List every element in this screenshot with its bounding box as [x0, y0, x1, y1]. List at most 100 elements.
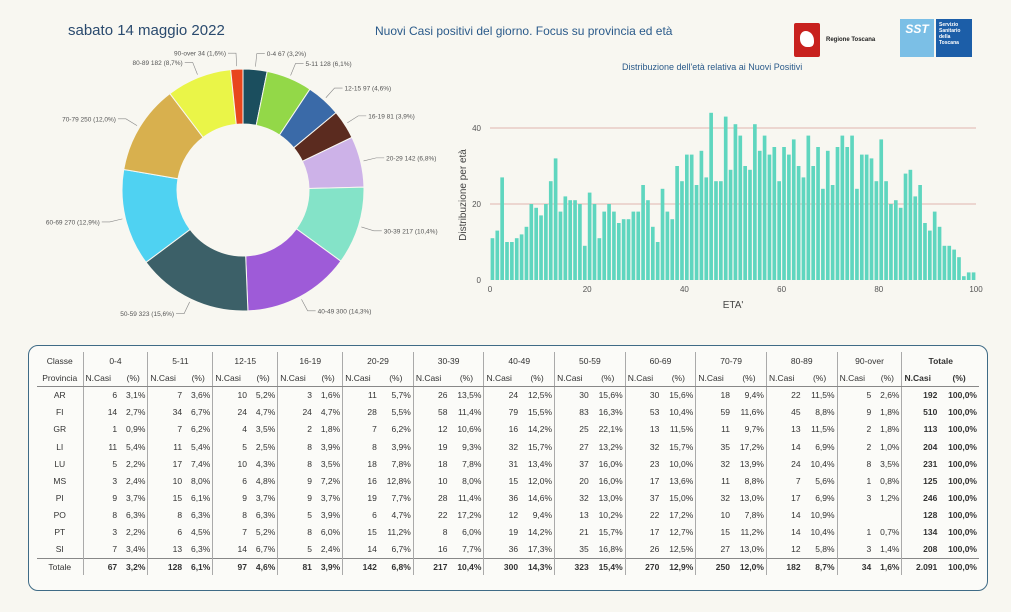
pct-cell: 13,6%: [669, 475, 694, 486]
age-group-header: 60-69: [624, 352, 696, 370]
pct-cell: 10,2%: [598, 510, 623, 521]
histogram-bar: [704, 177, 709, 280]
ncasi-cell: 4: [212, 420, 249, 438]
pct-cell: 7,8%: [744, 510, 764, 521]
pct-cell: 1,8%: [880, 424, 900, 435]
table-row: MS 3 2,4% 10 8,0% 6 4,8% 9 7,2% 16 12,8% 10 8,0% 15 12…: [37, 472, 979, 490]
ncasi-cell: 28: [412, 489, 450, 507]
table-row: PI 9 3,7% 15 6,1% 9 3,7% 9 3,7% 19 7,7% 28 11,4% 36 14…: [37, 489, 979, 507]
pct-cell: 10,4%: [810, 527, 835, 538]
ncasi-cell: 11: [342, 386, 379, 404]
ncasi-cell: 5: [836, 386, 874, 404]
pct-cell: 3,4%: [126, 544, 146, 555]
pct-header: (%): [520, 369, 555, 387]
histogram-bar: [660, 188, 665, 280]
pct-cell: 5,5%: [391, 407, 411, 418]
histogram-bar: [889, 204, 893, 280]
ncasi-header: N.Casi: [765, 369, 803, 387]
pct-cell: 6,3%: [126, 510, 146, 521]
pct-cell: 6,7%: [391, 544, 411, 555]
pct-cell: 9,7%: [744, 424, 764, 435]
histogram-bar: [738, 135, 743, 280]
pct-cell: 100,0%: [948, 441, 977, 452]
ncasi-cell: 10: [212, 455, 249, 473]
pct-cell: 14,2%: [527, 527, 553, 538]
ncasi-cell: 24: [212, 403, 249, 421]
pct-cell: 8,0%: [190, 475, 211, 486]
ncasi-cell: 8: [147, 506, 185, 524]
pct-cell: 1,0%: [880, 441, 900, 452]
pct-cell: 5,6%: [815, 475, 835, 486]
histogram-bar: [602, 211, 607, 280]
histogram-bar: [641, 185, 645, 280]
age-group-header: 50-59: [554, 352, 626, 370]
pct-cell: 100,0%: [948, 544, 977, 555]
pct-cell: 1,8%: [320, 424, 341, 435]
ncasi-cell: 24: [483, 386, 521, 404]
histogram-bar: [932, 211, 937, 280]
ncasi-cell: 27: [695, 541, 732, 559]
histogram-bar: [801, 177, 806, 280]
histogram-bar: [524, 226, 529, 280]
ncasi-cell: 128: [147, 557, 185, 576]
histogram-bar: [568, 200, 573, 280]
histogram-bar: [631, 211, 636, 280]
ncasi-cell: 208: [901, 541, 940, 559]
pct-cell: 11,4%: [457, 493, 482, 504]
pct-cell: 6,7%: [190, 407, 211, 418]
pct-cell: 10,4%: [449, 557, 484, 576]
ncasi-cell: [836, 506, 874, 524]
ncasi-cell: 37: [554, 455, 591, 473]
pct-header: (%): [939, 369, 979, 387]
histogram-x-tick: 80: [874, 285, 883, 294]
histogram-bar: [650, 226, 655, 280]
ncasi-cell: 83: [554, 403, 591, 421]
ncasi-cell: 6: [342, 506, 379, 524]
pct-cell: 15,7%: [669, 441, 694, 452]
histogram-bar: [772, 147, 777, 280]
ncasi-cell: 59: [695, 403, 732, 421]
ncasi-cell: 13: [765, 420, 803, 438]
ncasi-header: N.Casi: [277, 369, 314, 387]
histogram-y-tick: 0: [477, 276, 482, 285]
ncasi-cell: 21: [554, 523, 591, 542]
histogram-bar: [689, 154, 694, 280]
donut-slice-label: 50-59 323 (15,6%): [120, 311, 174, 318]
histogram-bar: [573, 200, 577, 280]
ncasi-cell: 2: [836, 420, 874, 438]
donut-slice-label: 16-19 81 (3,9%): [368, 113, 415, 120]
ncasi-cell: 37: [624, 489, 662, 507]
histogram-x-tick: 40: [680, 285, 689, 294]
histogram-bar: [923, 223, 927, 280]
histogram-bar: [490, 238, 495, 280]
ncasi-cell: 8: [836, 455, 874, 473]
table-group-header-row: Classe 0-4 5-11 12-15 16-19 20-29 30-39 40-49 50…: [37, 352, 979, 370]
donut-leader-line: [361, 226, 382, 232]
ncasi-cell: 30: [554, 386, 591, 404]
ncasi-cell: 11: [695, 472, 732, 490]
pct-cell: 13,4%: [527, 458, 553, 469]
donut-leader-line: [347, 115, 367, 124]
histogram-bar: [757, 150, 762, 280]
pct-cell: 14,2%: [527, 424, 553, 435]
ncasi-cell: 81: [277, 557, 314, 576]
age-group-header: Totale: [901, 352, 979, 370]
pct-cell: 3,5%: [255, 424, 276, 435]
histogram-bar: [957, 257, 961, 280]
pct-cell: 3,5%: [320, 458, 341, 469]
histogram-bar: [850, 135, 854, 280]
donut-slice-label: 12-15 97 (4,6%): [345, 86, 392, 93]
histogram-bar: [913, 196, 918, 280]
age-group-header: 40-49: [483, 352, 555, 370]
pct-cell: 16,0%: [598, 458, 623, 469]
pct-cell: 10,4%: [810, 458, 835, 469]
table-row: AR 6 3,1% 7 3,6% 10 5,2% 3 1,6% 11 5,7% 26 13,5% 24 12…: [37, 386, 979, 404]
pct-cell: 8,7%: [802, 557, 838, 576]
province-cell: PO: [53, 510, 66, 521]
ncasi-cell: 3: [277, 386, 314, 404]
provincia-header: Provincia: [37, 369, 83, 387]
ncasi-cell: 34: [836, 557, 874, 576]
histogram-bar: [626, 219, 631, 280]
pct-cell: 0,8%: [880, 475, 900, 486]
ncasi-cell: 6: [212, 472, 249, 490]
